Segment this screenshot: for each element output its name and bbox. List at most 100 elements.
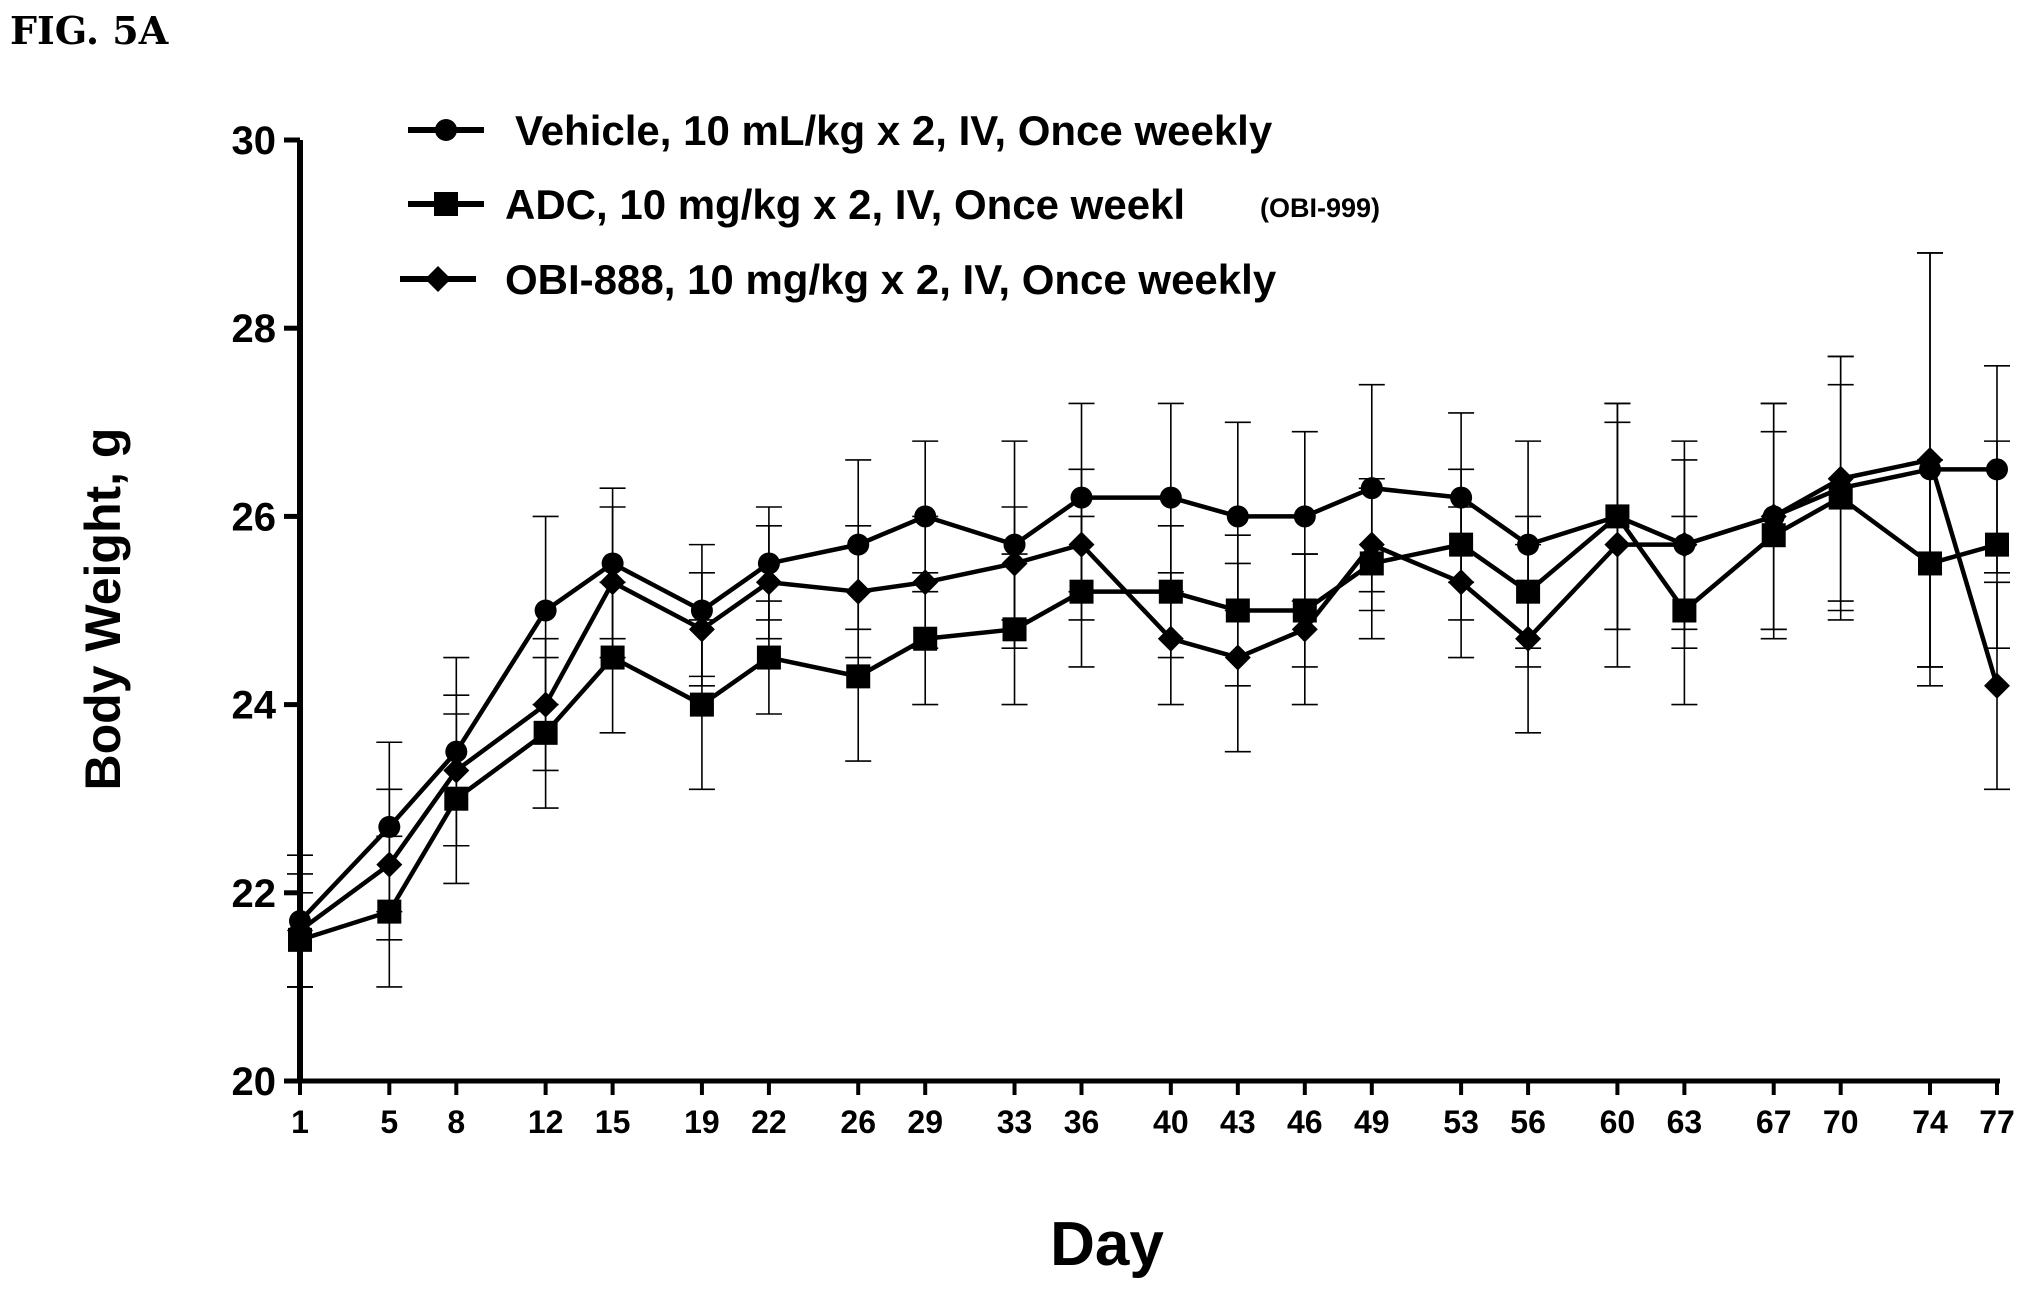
circle-data-point xyxy=(1450,486,1473,509)
square-data-point xyxy=(689,692,714,717)
circle-data-point xyxy=(757,552,780,575)
diamond-legend-marker xyxy=(425,266,451,292)
x-tick-label: 43 xyxy=(1220,1104,1256,1140)
circle-data-point xyxy=(1293,505,1316,528)
series-lines xyxy=(298,457,2000,942)
square-data-point xyxy=(1449,532,1474,557)
circle-legend-label: Vehicle, 10 mL/kg x 2, IV, Once weekly xyxy=(515,107,1273,154)
x-tick-label: 26 xyxy=(840,1104,876,1140)
data-markers xyxy=(287,446,2010,952)
square-data-point xyxy=(1918,551,1943,576)
diamond-data-point xyxy=(1001,550,1028,577)
x-tick-label: 29 xyxy=(907,1104,943,1140)
square-data-point xyxy=(444,786,469,811)
x-tick-label: 67 xyxy=(1756,1104,1792,1140)
diamond-data-point xyxy=(845,578,872,605)
diamond-data-point xyxy=(532,691,559,718)
square-data-point xyxy=(1605,504,1630,529)
diamond-data-point xyxy=(1827,465,1854,492)
diamond-data-point xyxy=(912,569,939,596)
diamond-data-point xyxy=(1760,503,1787,530)
circle-data-point xyxy=(378,815,401,838)
x-tick-label: 53 xyxy=(1443,1104,1479,1140)
diamond-data-point xyxy=(1984,672,2010,699)
circle-data-point xyxy=(601,552,624,575)
square-data-point xyxy=(913,626,938,651)
x-tick-label: 60 xyxy=(1600,1104,1636,1140)
circle-data-point xyxy=(1003,533,1026,556)
square-data-point xyxy=(1225,598,1250,623)
x-tick-label: 46 xyxy=(1287,1104,1323,1140)
diamond-data-point xyxy=(287,917,313,944)
legend: Vehicle, 10 mL/kg x 2, IV, Once weekly AD… xyxy=(400,107,1380,303)
diamond-data-point xyxy=(1515,625,1542,652)
x-tick-label: 8 xyxy=(447,1104,465,1140)
square-data-point xyxy=(1516,579,1541,604)
diamond-data-point xyxy=(1224,644,1251,671)
diamond-legend-label: OBI-888, 10 mg/kg x 2, IV, Once weekly xyxy=(505,256,1277,303)
diamond-data-point xyxy=(1671,531,1698,558)
square-data-point xyxy=(377,899,402,924)
diamond-data-point xyxy=(688,616,715,643)
square-data-point xyxy=(1002,617,1027,642)
square-data-point xyxy=(1985,532,2009,557)
y-tick-label: 26 xyxy=(232,495,277,539)
x-tick-label: 56 xyxy=(1510,1104,1546,1140)
circle-data-point xyxy=(1226,505,1249,528)
y-tick-label: 22 xyxy=(232,872,277,916)
square-legend-marker xyxy=(434,192,458,216)
square-data-point xyxy=(756,645,781,670)
x-tick-label: 36 xyxy=(1064,1104,1100,1140)
y-tick-label: 20 xyxy=(232,1060,277,1104)
x-tick-label: 74 xyxy=(1912,1104,1948,1140)
diamond-series-line xyxy=(298,457,2000,933)
x-tick-label: 77 xyxy=(1979,1104,2015,1140)
circle-data-point xyxy=(1517,533,1540,556)
diamond-data-point xyxy=(1157,625,1184,652)
square-data-point xyxy=(1672,598,1697,623)
diamond-data-point xyxy=(443,757,470,784)
diamond-data-point xyxy=(1604,531,1631,558)
square-series-line xyxy=(299,495,1998,942)
circle-data-point xyxy=(1070,486,1093,509)
x-tick-label: 49 xyxy=(1354,1104,1390,1140)
x-axis-title: Day xyxy=(1050,1210,1164,1279)
x-tick-label: 63 xyxy=(1667,1104,1703,1140)
x-tick-label: 12 xyxy=(528,1104,564,1140)
square-legend-label: ADC, 10 mg/kg x 2, IV, Once weekl xyxy=(505,181,1185,228)
square-data-point xyxy=(533,720,558,745)
diamond-data-point xyxy=(1917,446,1944,473)
circle-data-point xyxy=(690,599,713,622)
circle-data-point xyxy=(1159,486,1182,509)
diamond-data-point xyxy=(1291,616,1318,643)
x-tick-label: 22 xyxy=(751,1104,787,1140)
diamond-data-point xyxy=(1068,531,1095,558)
y-axis-title: Body Weight, g xyxy=(75,428,131,791)
x-tick-label: 19 xyxy=(684,1104,720,1140)
diamond-data-point xyxy=(755,569,782,596)
diamond-data-point xyxy=(599,569,626,596)
circle-legend-marker xyxy=(435,119,457,141)
circle-data-point xyxy=(534,599,557,622)
circle-data-point xyxy=(1986,458,2008,481)
circle-data-point xyxy=(847,533,870,556)
x-tick-label: 70 xyxy=(1823,1104,1859,1140)
y-tick-label: 30 xyxy=(232,119,277,163)
square-data-point xyxy=(1069,579,1094,604)
y-tick-label: 24 xyxy=(232,684,277,728)
circle-series-line xyxy=(298,467,1997,923)
x-tick-label: 40 xyxy=(1153,1104,1189,1140)
figure-label: FIG. 5A xyxy=(10,8,169,53)
x-tick-label: 15 xyxy=(595,1104,631,1140)
diamond-data-point xyxy=(1448,569,1475,596)
square-data-point xyxy=(846,664,871,689)
diamond-data-point xyxy=(376,851,403,878)
square-data-point xyxy=(600,645,625,670)
square-data-point xyxy=(1158,579,1183,604)
square-legend-note: (OBI-999) xyxy=(1260,193,1380,223)
diamond-data-point xyxy=(1358,531,1385,558)
x-tick-label: 1 xyxy=(291,1104,309,1140)
x-tick-label: 33 xyxy=(997,1104,1033,1140)
